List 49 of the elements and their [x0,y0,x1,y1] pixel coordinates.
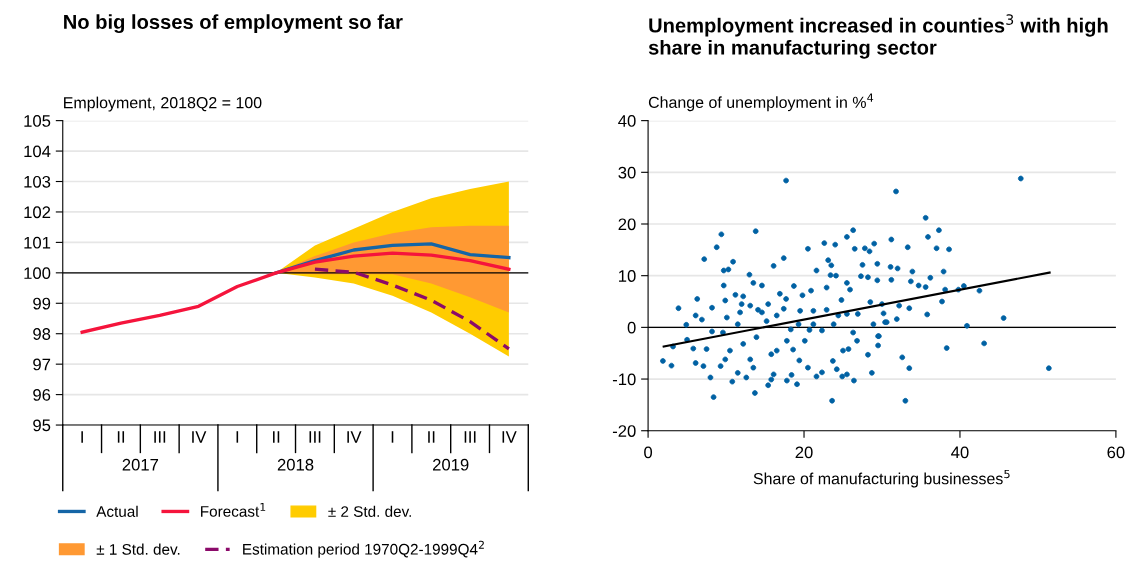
legend-label: ± 2 Std. dev. [328,505,411,517]
y-tick-label: 20 [618,218,636,231]
text: 2017 [122,458,159,471]
y-tick-label: -10 [612,373,636,386]
x-tick-label: IV [502,431,517,443]
legend-label: Actual [96,505,138,517]
x-tick-label: I [81,431,83,443]
y-tick-label: -20 [612,425,636,437]
y-tick-label: 98 [33,328,51,340]
y-tick-label: 105 [24,115,51,127]
x-tick-label: I [391,431,394,443]
x-tick-label: 0 [644,446,653,459]
y-tick-label: 0 [627,321,636,334]
legend-label: Estimation period 1970Q2-1999Q4$^{2}$ [243,540,484,558]
y-tick-label: 104 [24,145,51,158]
y-tick-label: 40 [618,115,636,127]
y-axis-title: Change of unemployment in %$^{4}$ [648,93,874,112]
x-tick-label: 40 [951,446,969,459]
x-tick-label: IV [192,431,207,443]
x-tick-label: IV [347,431,362,443]
x-tick-label: I [236,431,239,443]
line-series [313,267,511,351]
x-tick-label: 20 [795,446,813,459]
text: 2019 [433,458,469,471]
y-tick-label: 97 [33,358,51,371]
x-axis-title: Share of manufacturing businesses$^{5}$ [753,469,1010,488]
x-tick-label: III [154,431,166,443]
y-tick-label: 100 [24,267,51,280]
x-tick-label: II [117,431,125,443]
chart-title: No big losses of employment so far [64,14,403,34]
x-tick-label: III [464,431,476,443]
line-series [80,251,511,334]
legend-label: ± 1 Std. dev. [96,543,180,555]
y-tick-label: 101 [24,236,51,249]
y-tick-label: 95 [33,419,51,432]
y-axis-title: Employment, 2018Q2 = 100 [64,96,262,112]
y-tick-label: 103 [24,175,51,188]
x-tick-label: III [309,431,321,443]
legend-label: Forecast$^{1}$ [201,503,266,517]
text: 2018 [277,458,314,471]
chart-title: Unemployment increased in counties$^{3}$ with high share in manufacturing sector [648,14,1108,59]
y-tick-label: 96 [33,389,51,401]
x-tick-label: II [428,431,435,443]
x-tick-label: 60 [1107,446,1125,459]
y-tick-label: 102 [24,206,51,219]
x-tick-label: II [273,431,280,443]
y-tick-label: 30 [618,166,636,179]
y-tick-label: 10 [619,270,636,282]
y-tick-label: 99 [33,297,51,310]
